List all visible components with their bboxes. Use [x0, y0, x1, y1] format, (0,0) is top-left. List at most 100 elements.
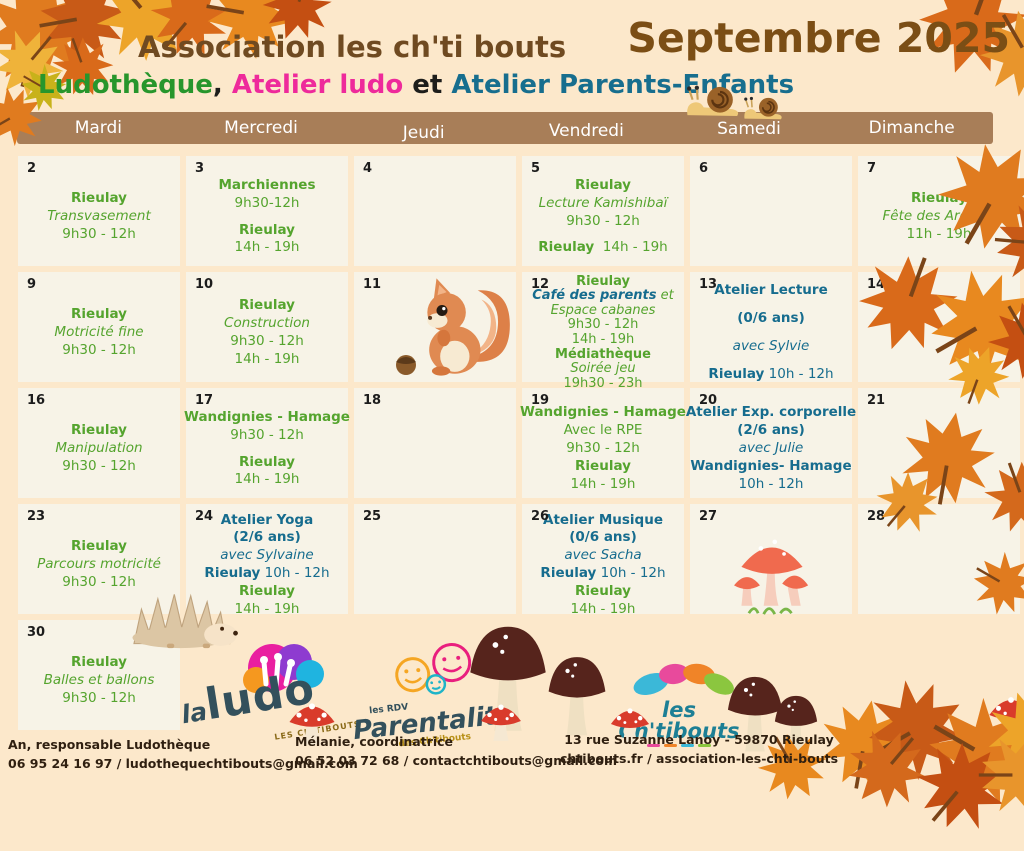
- calendar-cell-27: 27: [690, 504, 852, 614]
- event-line: Rieulay 10h - 12h: [540, 565, 665, 583]
- subtitle-segment: ,: [212, 70, 232, 100]
- date-number: 21: [867, 393, 886, 408]
- event-text: Rieulay: [71, 538, 127, 555]
- event-line: Rieulay: [71, 306, 127, 324]
- contact-address: 13 rue Suzanne Lanoy - 59870 Rieulay cht…: [560, 731, 838, 769]
- parentalite-smileys-icon: [395, 643, 472, 695]
- event-line: Rieulay: [239, 454, 295, 472]
- calendar-cell-5: 5 Rieulay Lecture Kamishibaï 9h30 - 12h Rieu…: [522, 156, 684, 266]
- date-number: 4: [363, 161, 373, 176]
- calendar-cell-3: 3 Marchiennes 9h30-12h Rieulay 14h - 19h: [186, 156, 348, 266]
- event-line: Atelier Yoga: [221, 512, 313, 530]
- date-number: 20: [699, 393, 718, 408]
- calendar-cell-28: 28: [858, 504, 1020, 614]
- date-number: 24: [195, 509, 214, 524]
- event-text: Rieulay: [575, 582, 631, 599]
- calendar-cell-9: 9 Rieulay Motricité fine 9h30 - 12h: [18, 272, 180, 382]
- event-text: 9h30 - 12h: [566, 440, 640, 457]
- event-line: Parcours motricité: [37, 556, 161, 574]
- event-text: Rieulay: [540, 565, 597, 581]
- la-ludo-burst-icon: [243, 644, 324, 693]
- event-line: Rieulay: [71, 538, 127, 556]
- event-text: Motricité fine: [54, 324, 144, 341]
- event-line: (2/6 ans): [737, 422, 805, 440]
- event-text: 9h30-12h: [234, 194, 300, 211]
- subtitle-segment: et: [403, 70, 452, 100]
- event-text: Fête des Argales: [882, 208, 996, 225]
- event-text: Rieulay: [911, 190, 967, 207]
- event-text: Rieulay: [71, 190, 127, 207]
- event-line: (2/6 ans): [233, 529, 301, 547]
- calendar-cell-10: 10 Rieulay Construction 9h30 - 12h 14h - 19h: [186, 272, 348, 382]
- event-text: 9h30 - 12h: [62, 689, 136, 706]
- date-number: 13: [699, 277, 718, 292]
- event-text: 14h - 19h: [571, 332, 635, 347]
- event-text: 14h - 19h: [570, 600, 636, 617]
- event-line: 14h - 19h: [571, 476, 636, 494]
- calendar-cell-18: 18: [354, 388, 516, 498]
- event-text: 14h - 19h: [234, 239, 300, 256]
- event-line: Wandignies- Hamage: [690, 458, 851, 476]
- calendar-cell-4: 4: [354, 156, 516, 266]
- event-line: 14h - 19h: [235, 601, 300, 619]
- calendar-cell-empty-slot: [858, 620, 1020, 730]
- event-line: Fête des Argales: [883, 208, 996, 226]
- event-text: 14h - 19h: [594, 239, 668, 256]
- event-line: 9h30 - 12h: [568, 318, 639, 333]
- event-text: Rieulay: [71, 422, 127, 439]
- event-text: Rieulay: [239, 582, 295, 599]
- event-line: avec Sylvaine: [220, 547, 313, 565]
- event-text: 10h - 12h: [738, 475, 804, 492]
- event-text: 14h - 19h: [570, 475, 636, 492]
- date-number: 26: [531, 509, 550, 524]
- event-text: Rieulay: [239, 297, 295, 314]
- event-line: Wandignies - Hamage: [184, 409, 350, 427]
- event-line: Atelier Musique: [543, 512, 663, 530]
- parentalite-logo: les RDV Parentalité des Ch'tibouts: [345, 637, 516, 754]
- date-number: 17: [195, 393, 214, 408]
- event-line: Construction: [224, 315, 310, 333]
- event-line: Motricité fine: [54, 324, 143, 342]
- subtitle: Ludothèque, Atelier ludo et Atelier Pare…: [38, 70, 794, 100]
- calendar-cell-14: 14: [858, 272, 1020, 382]
- event-text: Wandignies - Hamage: [520, 404, 686, 421]
- event-text: 10h - 12h: [260, 565, 330, 581]
- event-text: Atelier Musique: [543, 511, 663, 528]
- date-number: 10: [195, 277, 214, 292]
- event-text: (2/6 ans): [233, 529, 301, 546]
- event-text: 9h30 - 12h: [62, 225, 136, 242]
- event-line: (0/6 ans): [569, 529, 637, 547]
- date-number: 16: [27, 393, 46, 408]
- event-line: 9h30 - 12h: [62, 342, 136, 360]
- event-text: avec Sylvie: [732, 338, 810, 354]
- event-line: 10h - 12h: [739, 476, 804, 494]
- date-number: 18: [363, 393, 382, 408]
- event-line: Rieulay: [71, 190, 127, 208]
- event-text: 10h - 12h: [596, 565, 666, 581]
- calendar-grid: 2 Rieulay Transvasement 9h30 - 12h 3 Marchien…: [18, 156, 1020, 730]
- date-number: 11: [363, 277, 382, 292]
- event-line: Marchiennes: [218, 177, 315, 195]
- event-line: Rieulay: [575, 177, 631, 195]
- event-line: 9h30 - 12h: [566, 440, 640, 458]
- event-line: Rieulay: [911, 190, 967, 208]
- event-text: Atelier Lecture: [714, 282, 828, 299]
- date-number: 7: [867, 161, 877, 176]
- event-text: Rieulay: [576, 273, 630, 289]
- event-text: Manipulation: [55, 440, 143, 457]
- event-line: Rieulay: [71, 422, 127, 440]
- event-line: 14h - 19h: [235, 351, 300, 369]
- contact-details: 06 95 24 16 97 / ludothequechtibouts@gma…: [8, 755, 358, 771]
- event-text: Café des parents: [532, 288, 657, 304]
- date-number: 2: [27, 161, 37, 176]
- event-text: avec Julie: [738, 440, 804, 457]
- event-line: 9h30 - 12h: [62, 226, 136, 244]
- event-line: Rieulay 14h - 19h: [538, 239, 667, 257]
- event-line: Espace cabanes: [551, 303, 656, 319]
- calendar-cell-23: 23 Rieulay Parcours motricité 9h30 - 12h: [18, 504, 180, 614]
- snail-icon: [684, 76, 744, 120]
- day-header-dimanche: Dimanche: [868, 118, 955, 138]
- event-line: 14h - 19h: [571, 601, 636, 619]
- event-text: Médiathèque: [555, 346, 651, 362]
- event-text: Rieulay: [204, 565, 261, 581]
